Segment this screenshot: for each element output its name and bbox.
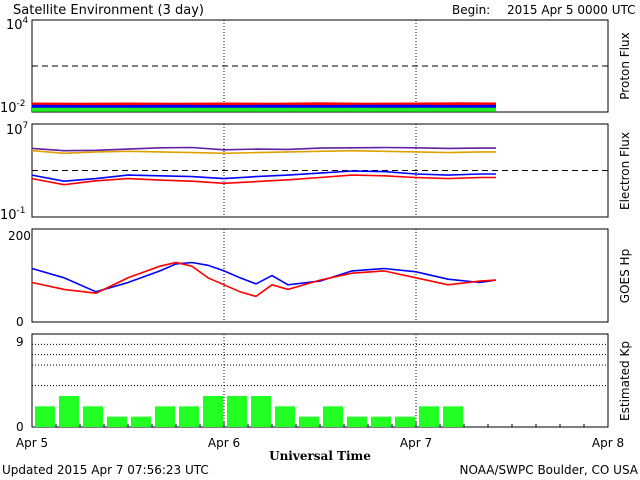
series-line-3-1: [31, 261, 497, 293]
kp-bar: [395, 416, 415, 427]
series-line-2-4: [31, 174, 496, 186]
proton-ytick-bottom: 10-2: [0, 99, 26, 116]
kp-bar: [179, 406, 199, 427]
proton-flux-label: Proton Flux: [618, 32, 632, 99]
kp-bar: [275, 406, 295, 427]
kp-bar: [227, 396, 247, 427]
series-line-2-1: [31, 146, 496, 152]
x-axis-title: Universal Time: [269, 449, 371, 463]
proton-ytick-top: 104: [6, 16, 29, 33]
chart-title: Satellite Environment (3 day): [13, 3, 204, 18]
hp-ytick-top: 200: [8, 229, 31, 243]
kp-bar: [251, 396, 271, 427]
credit-text: NOAA/SWPC Boulder, CO USA: [460, 463, 639, 477]
updated-timestamp: Updated 2015 Apr 7 07:56:23 UTC: [2, 463, 209, 477]
estimated-kp-label: Estimated Kp: [618, 341, 632, 421]
begin-value: 2015 Apr 5 0000 UTC: [507, 3, 636, 17]
kp-bar: [299, 416, 319, 427]
kp-bar: [347, 416, 367, 427]
kp-bar: [131, 416, 151, 427]
x-tick-label: Apr 8: [592, 436, 624, 450]
goes-hp-label: GOES Hp: [618, 249, 632, 303]
series-line-3-2: [31, 261, 497, 298]
kp-bar: [419, 406, 439, 427]
x-tick-label: Apr 7: [400, 436, 432, 450]
kp-ytick-bottom: 0: [16, 420, 24, 434]
electron-ytick-bottom: 10-1: [0, 206, 26, 223]
series-line-2-3: [31, 170, 496, 183]
electron-panel-frame: [31, 123, 609, 218]
kp-bar: [107, 416, 127, 427]
kp-bar: [59, 396, 79, 427]
kp-bar: [155, 406, 175, 427]
electron-flux-label: Electron Flux: [618, 132, 632, 210]
hp-panel-frame: [31, 228, 609, 323]
proton-panel-frame: [31, 19, 609, 113]
x-tick-label: Apr 6: [208, 436, 240, 450]
electron-ytick-top: 107: [6, 121, 28, 138]
kp-bar: [203, 396, 223, 427]
kp-bar: [371, 416, 391, 427]
series-line-2-2: [31, 149, 496, 155]
kp-bar: [323, 406, 343, 427]
kp-bar: [35, 406, 55, 427]
kp-bar: [83, 406, 103, 427]
kp-bar: [443, 406, 463, 427]
hp-ytick-bottom: 0: [16, 315, 24, 329]
x-tick-label: Apr 5: [16, 436, 48, 450]
begin-label: Begin:: [452, 3, 490, 17]
kp-ytick-top: 9: [16, 335, 24, 349]
kp-panel-frame: [31, 333, 609, 428]
